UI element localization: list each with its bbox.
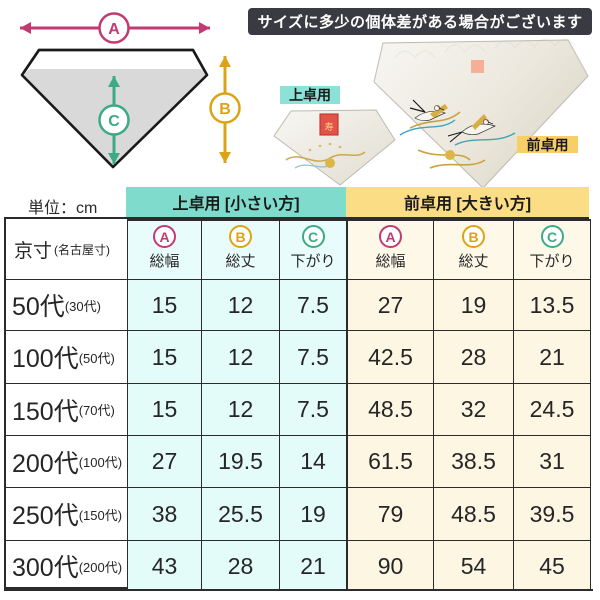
svg-text:寿: 寿 — [324, 121, 333, 132]
